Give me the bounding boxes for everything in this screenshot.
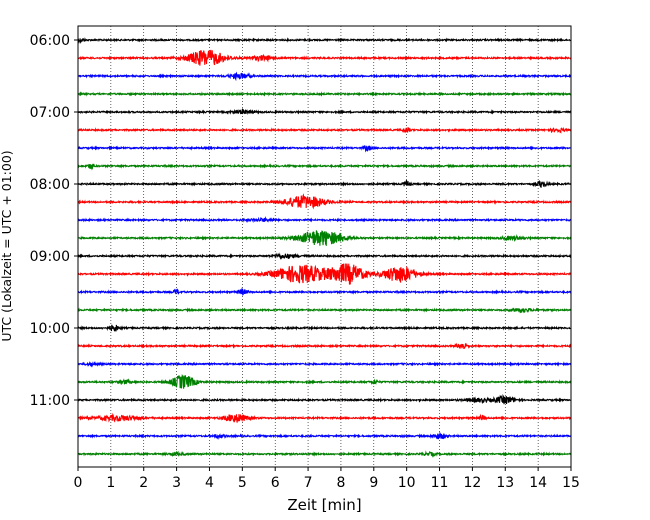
trace-1100 [77,394,572,405]
trace-0715 [77,126,572,134]
trace-0645 [77,91,572,97]
x-tick-label: 4 [205,475,214,491]
x-tick-label: 13 [496,475,514,491]
trace-0900 [77,252,572,260]
trace-0830 [77,216,572,223]
y-tick-label: 09:00 [30,249,70,265]
trace-0845 [77,230,572,246]
x-tick-label: 3 [172,475,181,491]
x-tick-label: 8 [336,475,345,491]
x-tick-label: 0 [74,475,83,491]
trace-0930 [77,287,572,296]
x-tick-label: 2 [139,475,148,491]
trace-1145 [77,450,572,458]
x-tick-label: 15 [562,475,580,491]
trace-0600 [77,37,572,45]
trace-1045 [77,373,572,389]
y-tick-label: 11:00 [30,393,70,409]
trace-0815 [77,193,572,210]
x-tick-label: 7 [304,475,313,491]
y-axis-ticks: 06:00 07:00 08:00 09:00 10:00 11:00 [30,33,78,409]
y-axis-label: UTC (Lokalzeit = UTC + 01:00) [0,150,14,341]
x-tick-label: 6 [271,475,280,491]
trace-1015 [77,342,572,350]
x-tick-label: 14 [529,475,547,491]
x-tick-label: 1 [106,475,115,491]
trace-0915 [77,263,572,285]
trace-0730 [77,144,572,153]
trace-0615 [77,49,572,66]
trace-0630 [77,71,572,82]
x-tick-label: 9 [369,475,378,491]
trace-1130 [77,431,572,440]
x-tick-label: 10 [398,475,416,491]
x-tick-label: 12 [463,475,481,491]
trace-0745 [77,163,572,171]
x-axis-label: Zeit [min] [287,496,361,514]
plot-frame [77,25,572,468]
y-tick-label: 07:00 [30,105,70,121]
seismic-traces [77,37,572,458]
trace-0700 [77,107,572,115]
trace-1000 [77,324,572,332]
trace-0800 [77,179,572,188]
y-tick-label: 10:00 [30,321,70,337]
trace-0945 [77,307,572,314]
trace-1030 [77,361,572,368]
y-tick-label: 08:00 [30,177,70,193]
x-axis-ticks: 0 1 2 3 4 5 6 7 8 9 10 11 12 13 14 15 [74,467,580,491]
y-tick-label: 06:00 [30,33,70,49]
x-tick-label: 5 [238,475,247,491]
trace-1115 [77,412,572,423]
x-tick-label: 11 [431,475,449,491]
